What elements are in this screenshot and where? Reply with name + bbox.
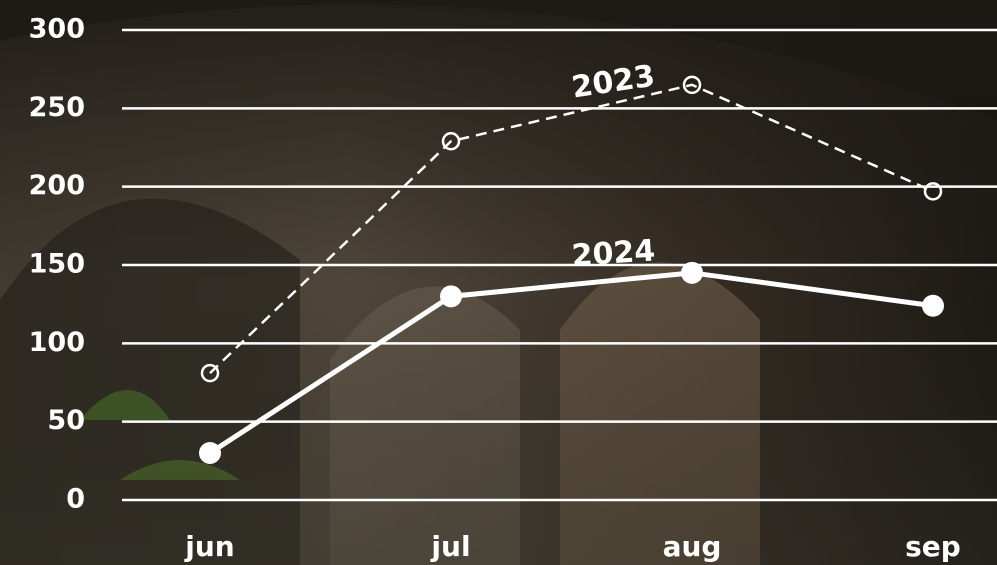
data-point xyxy=(441,131,461,151)
y-tick-label: 200 xyxy=(29,170,85,201)
data-point xyxy=(199,442,221,464)
x-tick-label: aug xyxy=(663,530,722,563)
x-tick-label: jul xyxy=(430,530,470,563)
y-tick-label: 100 xyxy=(29,327,85,358)
series-label: 2024 xyxy=(571,233,657,273)
y-tick-label: 150 xyxy=(29,249,85,280)
data-point xyxy=(682,75,702,95)
series-line xyxy=(208,270,934,456)
series-line xyxy=(209,83,934,375)
data-point xyxy=(440,285,462,308)
data-point xyxy=(923,182,943,201)
y-tick-label: 50 xyxy=(47,405,85,436)
y-tick-label: 300 xyxy=(29,14,85,45)
data-point xyxy=(922,294,944,317)
y-tick-label: 250 xyxy=(29,92,85,123)
x-tick-label: jun xyxy=(184,530,234,563)
y-tick-label: 0 xyxy=(66,484,85,515)
x-tick-label: sep xyxy=(905,530,961,563)
data-point xyxy=(200,363,220,383)
data-point xyxy=(681,261,703,284)
